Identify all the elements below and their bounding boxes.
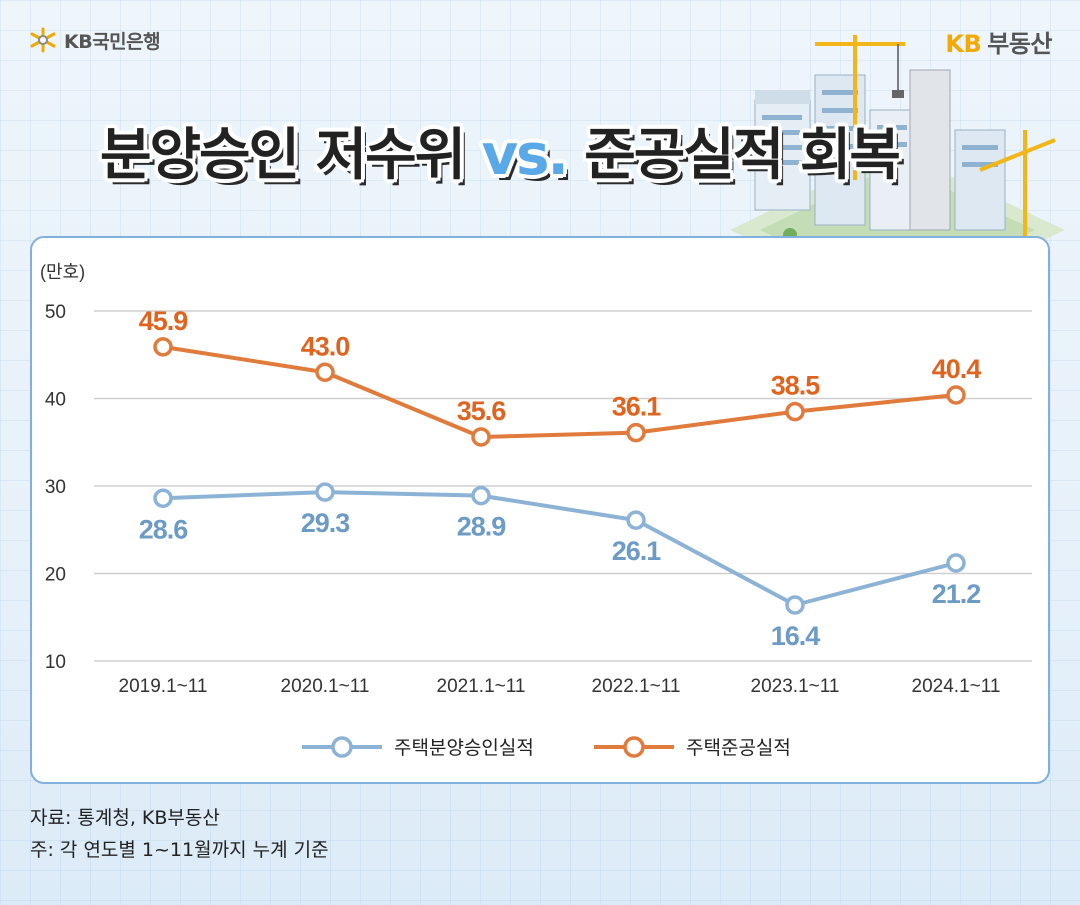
series-line-2 [162,344,957,439]
data-point [946,553,966,573]
chart-card: (만호) 10 20 30 40 50 2019.1~11 2020.1~11 2021.1~1… [30,236,1050,784]
data-point [626,510,646,530]
title-part2: 준공실적 회복 [566,123,901,188]
data-point [626,422,646,443]
data-label: 16.4 [771,621,821,651]
legend-marker [331,736,353,758]
data-point [946,385,966,405]
data-label: 43.0 [301,331,350,361]
y-tick-label: 40 [45,390,66,411]
series-line-1 [162,490,957,607]
y-tick-label: 20 [45,565,66,586]
data-point [471,427,491,447]
brand-kb: KB [945,30,982,58]
y-unit-label: (만호) [40,262,85,282]
data-label: 35.6 [457,396,507,426]
data-label: 28.9 [457,512,507,542]
x-tick-label: 2023.1~11 [751,676,840,697]
source-note: 자료: 통계청, KB부동산 [30,807,220,829]
data-point [785,595,805,615]
data-point [471,485,491,506]
legend-label: 주택분양승인실적 [394,737,534,759]
data-label: 38.5 [771,371,821,401]
data-label: 40.4 [932,354,982,384]
data-point [315,482,335,502]
data-label: 26.1 [612,536,662,566]
data-label: 29.3 [301,508,351,538]
page-title: 분양승인 저수위 vs. 준공실적 회복 [100,110,901,191]
data-label: 21.2 [932,579,981,609]
brand-name: 부동산 [987,30,1052,58]
y-tick-label: 10 [45,652,66,673]
data-point [153,488,173,508]
x-tick-label: 2020.1~11 [281,676,370,697]
x-tick-label: 2019.1~11 [119,676,208,697]
x-tick-label: 2021.1~11 [437,676,526,697]
y-tick-label: 30 [45,477,66,498]
data-point [315,362,335,382]
basis-note: 주: 각 연도별 1~11월까지 누계 기준 [30,839,329,861]
footnotes: 자료: 통계청, KB부동산 주: 각 연도별 1~11월까지 누계 기준 [30,802,329,866]
data-label: 36.1 [612,392,662,422]
data-label: 45.9 [139,306,189,336]
y-tick-label: 50 [45,302,66,323]
title-part1: 분양승인 저수위 [100,123,482,188]
bank-name: KB국민은행 [64,30,161,53]
data-label: 28.6 [139,514,189,544]
legend-marker [623,736,645,758]
title-vs: vs. [481,123,569,188]
legend-label: 주택준공실적 [686,737,791,759]
kb-realestate-brand: KB 부동산 [945,24,1052,59]
x-tick-label: 2022.1~11 [592,676,681,697]
data-point [153,337,173,357]
kb-bank-logo: KB국민은행 [28,26,161,54]
kb-star-icon [30,27,56,53]
line-chart: (만호) 10 20 30 40 50 2019.1~11 2020.1~11 2021.1~1… [40,262,1032,759]
x-tick-label: 2024.1~11 [912,676,1001,697]
data-point [785,401,805,422]
